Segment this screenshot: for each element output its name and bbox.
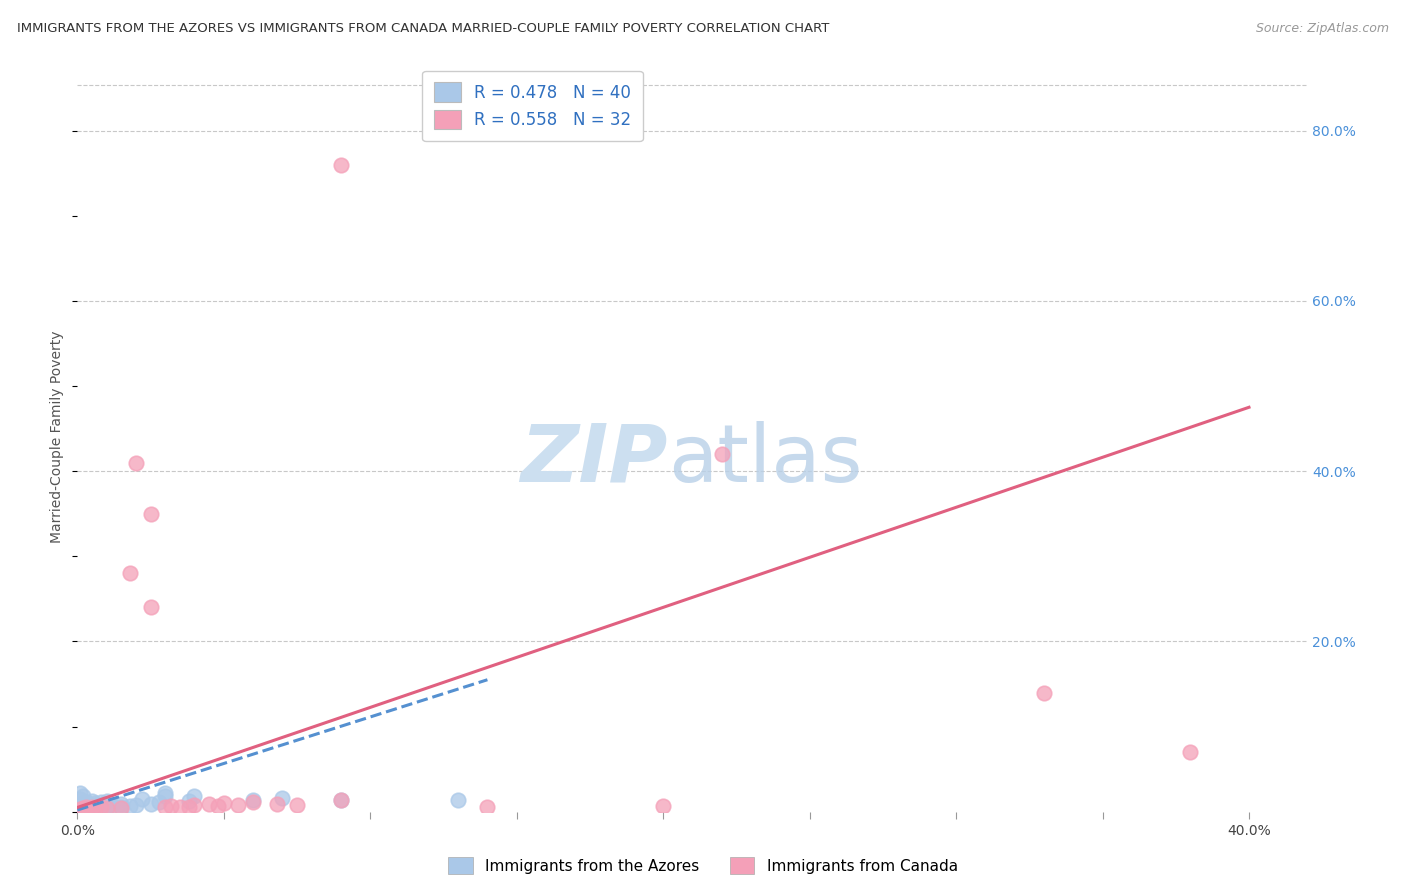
Point — [72, 801, 94, 815]
Point — [120, 566, 141, 581]
Point — [160, 798, 183, 813]
Point — [90, 795, 112, 809]
Point — [90, 799, 112, 814]
Point — [120, 798, 141, 813]
Point — [69, 786, 91, 800]
Point — [77, 797, 100, 811]
Point — [80, 798, 103, 813]
Point — [110, 799, 132, 814]
Point — [96, 798, 118, 813]
Point — [87, 801, 110, 815]
Point — [75, 797, 97, 812]
Point — [90, 799, 112, 814]
Point — [72, 789, 94, 804]
Legend: R = 0.478   N = 40, R = 0.558   N = 32: R = 0.478 N = 40, R = 0.558 N = 32 — [422, 70, 643, 141]
Legend: Immigrants from the Azores, Immigrants from Canada: Immigrants from the Azores, Immigrants f… — [443, 851, 963, 880]
Text: atlas: atlas — [668, 420, 862, 499]
Point — [330, 158, 353, 172]
Point — [84, 800, 107, 814]
Point — [72, 802, 94, 816]
Point — [84, 796, 107, 810]
Point — [72, 799, 94, 814]
Point — [110, 801, 132, 815]
Point — [148, 795, 170, 809]
Point — [75, 800, 97, 814]
Point — [80, 802, 103, 816]
Text: ZIP: ZIP — [520, 420, 668, 499]
Point — [139, 797, 162, 811]
Point — [242, 795, 264, 809]
Point — [139, 507, 162, 521]
Point — [80, 800, 103, 814]
Point — [207, 798, 229, 813]
Point — [212, 796, 235, 810]
Point — [447, 793, 470, 807]
Y-axis label: Married-Couple Family Poverty: Married-Couple Family Poverty — [51, 331, 65, 543]
Point — [183, 789, 205, 804]
Point — [131, 792, 153, 806]
Point — [271, 791, 294, 805]
Point — [125, 456, 148, 470]
Point — [183, 797, 205, 812]
Point — [69, 792, 91, 806]
Point — [72, 796, 94, 810]
Point — [96, 801, 118, 815]
Point — [69, 797, 91, 812]
Point — [84, 801, 107, 815]
Point — [710, 447, 733, 461]
Point — [80, 794, 103, 808]
Point — [177, 800, 200, 814]
Point — [477, 799, 499, 814]
Point — [110, 797, 132, 811]
Point — [77, 800, 100, 814]
Point — [77, 802, 100, 816]
Point — [330, 793, 353, 807]
Point — [1033, 685, 1056, 699]
Point — [69, 802, 91, 816]
Point — [155, 786, 177, 800]
Point — [652, 798, 675, 813]
Point — [96, 794, 118, 808]
Text: Source: ZipAtlas.com: Source: ZipAtlas.com — [1256, 22, 1389, 36]
Point — [169, 799, 191, 814]
Point — [1180, 745, 1202, 759]
Point — [155, 789, 177, 803]
Point — [101, 797, 124, 812]
Point — [198, 797, 221, 811]
Point — [87, 797, 110, 812]
Point — [75, 801, 97, 815]
Point — [177, 794, 200, 808]
Point — [155, 800, 177, 814]
Point — [228, 797, 250, 812]
Point — [139, 600, 162, 615]
Point — [285, 797, 308, 812]
Text: IMMIGRANTS FROM THE AZORES VS IMMIGRANTS FROM CANADA MARRIED-COUPLE FAMILY POVER: IMMIGRANTS FROM THE AZORES VS IMMIGRANTS… — [17, 22, 830, 36]
Point — [69, 800, 91, 814]
Point — [75, 795, 97, 809]
Point — [242, 793, 264, 807]
Point — [125, 797, 148, 812]
Point — [266, 797, 288, 811]
Point — [330, 793, 353, 807]
